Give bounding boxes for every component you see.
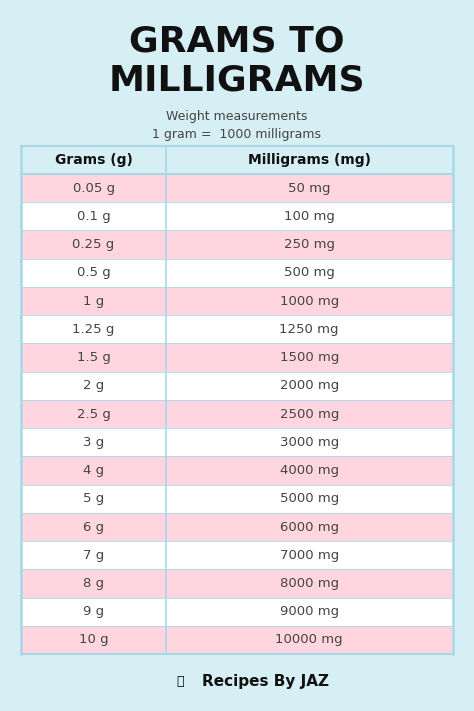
Text: 2000 mg: 2000 mg: [280, 379, 339, 392]
Text: 🍴: 🍴: [176, 675, 184, 688]
Text: 4 g: 4 g: [83, 464, 104, 477]
Bar: [21, 541, 453, 570]
Text: 1250 mg: 1250 mg: [280, 323, 339, 336]
Text: 2.5 g: 2.5 g: [77, 407, 110, 421]
Text: Grams (g): Grams (g): [55, 153, 133, 167]
Text: 1000 mg: 1000 mg: [280, 294, 339, 308]
Text: Recipes By JAZ: Recipes By JAZ: [202, 673, 329, 689]
Text: 3000 mg: 3000 mg: [280, 436, 339, 449]
Text: 2 g: 2 g: [83, 379, 104, 392]
Text: 1 gram =  1000 milligrams: 1 gram = 1000 milligrams: [153, 128, 321, 141]
Text: 250 mg: 250 mg: [284, 238, 335, 251]
Text: 10000 mg: 10000 mg: [275, 634, 343, 646]
Bar: [21, 315, 453, 343]
Bar: [21, 146, 453, 654]
Bar: [21, 485, 453, 513]
Text: 6000 mg: 6000 mg: [280, 520, 339, 533]
Text: 7000 mg: 7000 mg: [280, 549, 339, 562]
Text: 3 g: 3 g: [83, 436, 104, 449]
Bar: [21, 456, 453, 485]
Bar: [21, 428, 453, 456]
Bar: [21, 626, 453, 654]
Text: 10 g: 10 g: [79, 634, 109, 646]
Text: 2500 mg: 2500 mg: [280, 407, 339, 421]
Text: GRAMS TO: GRAMS TO: [129, 25, 345, 59]
Bar: [21, 372, 453, 400]
Text: 500 mg: 500 mg: [284, 267, 335, 279]
Text: MILLIGRAMS: MILLIGRAMS: [109, 64, 365, 98]
Bar: [21, 343, 453, 372]
Bar: [21, 570, 453, 598]
Text: 6 g: 6 g: [83, 520, 104, 533]
Text: 0.5 g: 0.5 g: [77, 267, 110, 279]
Text: 0.05 g: 0.05 g: [73, 181, 115, 195]
Text: 1 g: 1 g: [83, 294, 104, 308]
Text: 7 g: 7 g: [83, 549, 104, 562]
Bar: [21, 146, 453, 174]
Text: Weight measurements: Weight measurements: [166, 110, 308, 123]
Text: 0.25 g: 0.25 g: [73, 238, 115, 251]
Text: 1500 mg: 1500 mg: [280, 351, 339, 364]
Text: 4000 mg: 4000 mg: [280, 464, 339, 477]
Text: 50 mg: 50 mg: [288, 181, 330, 195]
Text: 5 g: 5 g: [83, 492, 104, 506]
Bar: [21, 259, 453, 287]
Text: 100 mg: 100 mg: [284, 210, 335, 223]
Text: 5000 mg: 5000 mg: [280, 492, 339, 506]
Bar: [21, 400, 453, 428]
Text: 1.25 g: 1.25 g: [73, 323, 115, 336]
Text: 1.5 g: 1.5 g: [77, 351, 110, 364]
Bar: [21, 202, 453, 230]
Bar: [21, 174, 453, 202]
Text: 8000 mg: 8000 mg: [280, 577, 339, 590]
Text: 9 g: 9 g: [83, 605, 104, 619]
Bar: [21, 230, 453, 259]
Text: 8 g: 8 g: [83, 577, 104, 590]
Text: Milligrams (mg): Milligrams (mg): [248, 153, 371, 167]
Text: 9000 mg: 9000 mg: [280, 605, 339, 619]
Bar: [21, 598, 453, 626]
Text: 0.1 g: 0.1 g: [77, 210, 110, 223]
Bar: [21, 287, 453, 315]
Bar: [21, 513, 453, 541]
